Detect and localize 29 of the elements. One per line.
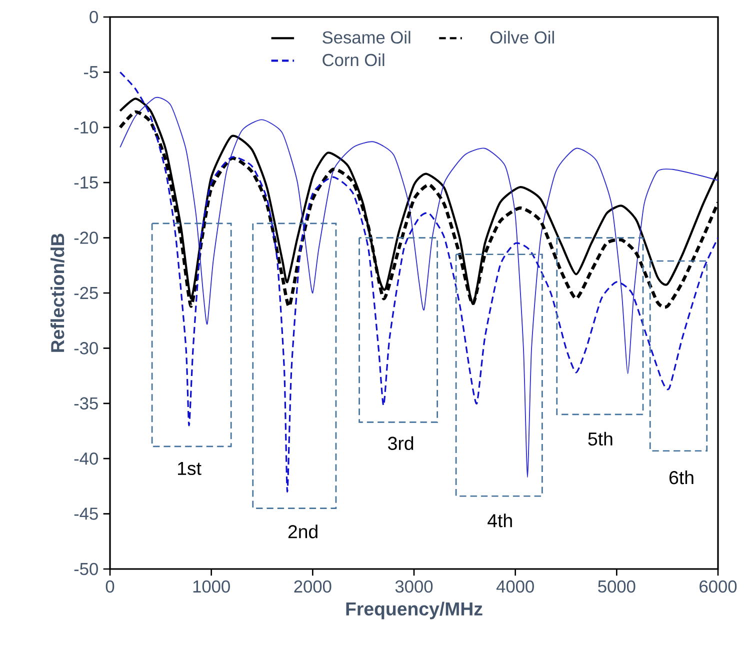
legend-label: Oilve Oil <box>490 30 554 44</box>
x-tick-label: 2000 <box>294 580 332 593</box>
y-tick-label: -45 <box>74 508 98 520</box>
y-tick-label: -5 <box>84 66 98 78</box>
y-tick-label: -50 <box>74 562 98 576</box>
annotation: 4th <box>488 514 512 528</box>
x-tick-label: 5000 <box>598 580 636 593</box>
y-tick-label: 0 <box>90 10 98 24</box>
y-tick-label: -30 <box>74 342 98 354</box>
x-tick-label: 0 <box>106 580 114 593</box>
y-tick-label: -40 <box>74 452 98 465</box>
y-tick-label: -15 <box>74 176 98 189</box>
y-tick-label: -25 <box>74 286 98 300</box>
y-tick-label: -10 <box>74 121 98 134</box>
x-tick-label: 1000 <box>193 580 230 593</box>
y-tick-label: -35 <box>74 397 98 410</box>
annotation: 3rd <box>388 436 414 450</box>
annotation: 1st <box>178 462 202 476</box>
legend-label: Corn Oil <box>322 53 384 66</box>
annotation: 2nd <box>288 524 318 538</box>
annotation: 6th <box>669 470 694 484</box>
x-tick-label: 4000 <box>496 580 534 593</box>
legend-label: Sesame Oil <box>322 30 410 44</box>
x-tick-label: 3000 <box>395 580 433 593</box>
annotation: 5th <box>588 432 612 446</box>
x-tick-label: 6000 <box>700 580 737 593</box>
y-tick-label: -20 <box>74 232 98 244</box>
y-axis-title: Reflection/dB <box>50 234 64 352</box>
x-axis-title: Frequency/MHz <box>346 602 482 620</box>
